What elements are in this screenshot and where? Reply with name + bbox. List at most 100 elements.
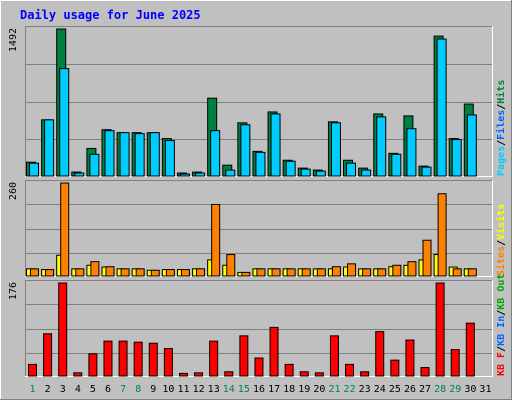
bar-kbf-day-27 xyxy=(420,367,430,377)
bar-sites-day-30 xyxy=(467,268,477,277)
bar-sites-day-3 xyxy=(60,182,70,277)
y-max-label: 260 xyxy=(8,182,19,200)
legend-entry-pages: Pages xyxy=(496,146,507,176)
legend-separator: / xyxy=(496,240,507,246)
bar-kbf-day-1 xyxy=(28,363,37,377)
bars xyxy=(28,282,475,377)
bar-sites-day-20 xyxy=(316,268,326,277)
bar-kbf-day-30 xyxy=(465,322,475,377)
bar-files-day-24 xyxy=(376,116,387,177)
x-tick-label: 30 xyxy=(464,384,476,395)
bar-sites-day-26 xyxy=(407,261,417,277)
x-tick-label: 11 xyxy=(177,384,189,395)
series-legend: Sites/Visits xyxy=(495,204,507,276)
x-tick-label: 28 xyxy=(434,384,446,395)
x-tick-label: 2 xyxy=(45,384,51,395)
bar-kbf-day-11 xyxy=(178,372,188,377)
bar-files-day-9 xyxy=(149,132,160,177)
bar-files-day-10 xyxy=(164,140,175,177)
bar-kbf-day-24 xyxy=(375,331,385,377)
bar-files-day-1 xyxy=(29,162,39,177)
bar-sites-day-10 xyxy=(165,269,175,277)
bar-files-day-3 xyxy=(59,68,70,177)
legend-entry-kb-out: KB Out xyxy=(496,274,507,310)
bar-kbf-day-13 xyxy=(209,340,219,377)
plot-area xyxy=(25,180,493,277)
legend-separator: / xyxy=(496,140,507,146)
bar-files-day-6 xyxy=(104,130,115,177)
x-tick-label: 27 xyxy=(419,384,431,395)
bar-files-day-14 xyxy=(225,169,236,177)
bar-kbf-day-10 xyxy=(163,348,173,377)
bar-files-day-26 xyxy=(406,128,417,177)
legend-entry-files: Files xyxy=(495,110,507,140)
legend-entry-kb-in: KB In xyxy=(496,316,507,346)
y-max-label: 1492 xyxy=(8,28,19,52)
series-legend: KB F/KB In/KB Out xyxy=(496,274,507,376)
bar-sites-day-21 xyxy=(331,266,341,277)
panel-3: 176 KB F/KB In/KB Out xyxy=(8,274,507,377)
bar-kbf-day-12 xyxy=(194,372,204,377)
x-tick-label: 13 xyxy=(208,384,220,395)
bar-files-day-19 xyxy=(300,168,311,177)
bar-files-day-15 xyxy=(240,124,251,177)
x-tick-label: 6 xyxy=(105,384,111,395)
bar-files-day-25 xyxy=(391,153,402,177)
bar-sites-day-23 xyxy=(362,268,372,277)
bar-kbf-day-15 xyxy=(239,335,249,377)
bar-sites-day-4 xyxy=(75,268,85,277)
bar-files-day-22 xyxy=(346,162,357,177)
x-tick-label: 24 xyxy=(374,384,386,395)
bar-files-day-27 xyxy=(421,166,432,177)
x-tick-label: 22 xyxy=(344,384,356,395)
bar-files-day-23 xyxy=(361,169,372,177)
bar-kbf-day-28 xyxy=(435,282,445,377)
bar-kbf-day-26 xyxy=(405,339,415,377)
bar-sites-day-7 xyxy=(120,268,130,277)
legend-separator: / xyxy=(496,310,507,316)
bar-files-day-21 xyxy=(330,122,341,177)
bar-sites-day-16 xyxy=(256,268,266,277)
bar-sites-day-25 xyxy=(392,264,402,277)
bar-sites-day-11 xyxy=(180,269,190,277)
chart-panels: 1492Pages/Files/Hits260Sites/Visits176KB… xyxy=(8,26,507,377)
bar-sites-day-17 xyxy=(271,268,281,277)
x-tick-label: 15 xyxy=(238,384,250,395)
bar-sites-day-22 xyxy=(347,263,357,277)
chart-title: Daily usage for June 2025 xyxy=(20,8,201,22)
x-tick-label: 4 xyxy=(75,384,81,395)
x-tick-label: 31 xyxy=(479,384,491,395)
x-tick-label: 19 xyxy=(298,384,310,395)
bar-kbf-day-18 xyxy=(284,363,294,377)
bar-sites-day-8 xyxy=(135,268,145,277)
bar-kbf-day-25 xyxy=(390,359,400,377)
x-tick-label: 9 xyxy=(150,384,156,395)
x-tick-label: 7 xyxy=(120,384,126,395)
y-max-label: 176 xyxy=(8,282,19,300)
bar-files-day-13 xyxy=(210,130,221,177)
x-tick-label: 20 xyxy=(313,384,325,395)
bar-sites-day-29 xyxy=(452,268,462,277)
bar-kbf-day-23 xyxy=(360,371,370,377)
bar-kbf-day-16 xyxy=(254,357,264,377)
bar-sites-day-24 xyxy=(377,268,387,277)
bar-kbf-day-20 xyxy=(314,372,324,377)
x-tick-label: 8 xyxy=(135,384,141,395)
bar-kbf-day-4 xyxy=(73,372,83,377)
bar-files-day-11 xyxy=(179,173,190,177)
bar-files-day-17 xyxy=(270,113,281,177)
bar-kbf-day-7 xyxy=(118,340,128,377)
bar-kbf-day-17 xyxy=(269,326,279,377)
bar-files-day-2 xyxy=(44,119,55,177)
x-axis-day-labels: 1 2 3 4 5 6 7 8 9 10 11 12 13 14 15 16 17 18 19 20 21 22 23 24 2… xyxy=(30,384,492,395)
bar-kbf-day-2 xyxy=(43,333,53,377)
x-tick-label: 17 xyxy=(268,384,280,395)
bar-kbf-day-14 xyxy=(224,371,234,377)
bar-files-day-29 xyxy=(451,139,462,177)
legend-separator: / xyxy=(496,346,507,352)
legend-entry-sites: Sites xyxy=(495,246,507,276)
bar-sites-day-27 xyxy=(422,239,432,277)
